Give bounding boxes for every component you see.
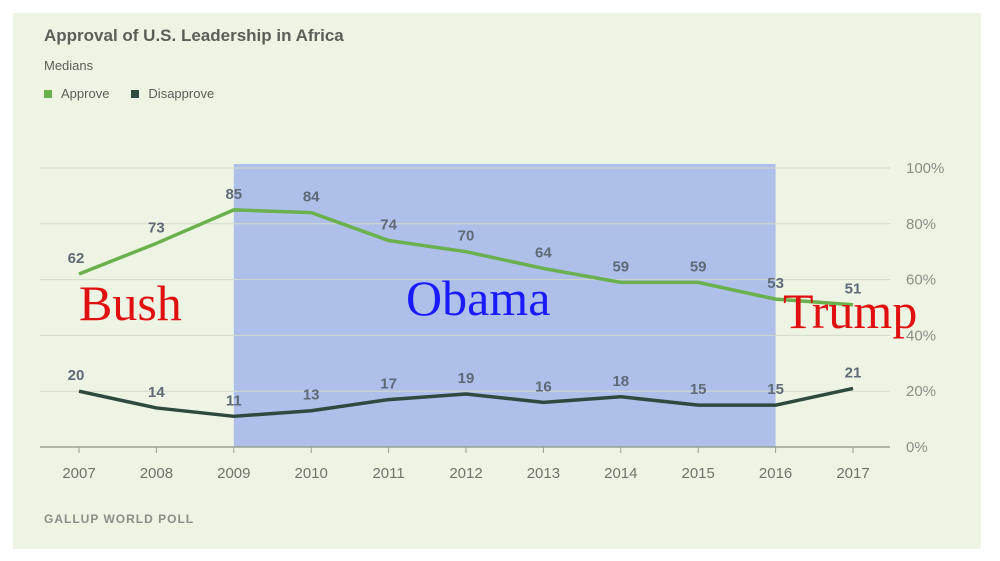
- annotation-trump: Trump: [783, 283, 917, 339]
- source-label: GALLUP WORLD POLL: [44, 512, 195, 526]
- legend: Approve Disapprove: [44, 86, 214, 101]
- x-tick-label: 2017: [836, 465, 869, 482]
- data-label: 85: [225, 186, 242, 203]
- data-label: 15: [767, 381, 784, 398]
- legend-swatch-approve: [44, 89, 52, 98]
- legend-swatch-disapprove: [131, 89, 140, 98]
- x-tick-label: 2016: [759, 465, 792, 482]
- x-tick-label: 2012: [449, 465, 482, 482]
- x-tick-label: 2010: [295, 465, 328, 482]
- chart-subtitle: Medians: [44, 58, 94, 73]
- x-tick-label: 2014: [604, 465, 637, 482]
- chart-title: Approval of U.S. Leadership in Africa: [44, 26, 344, 45]
- legend-item-approve: Approve: [44, 86, 109, 101]
- data-label: 11: [226, 392, 242, 409]
- data-label: 84: [303, 189, 320, 206]
- legend-item-disapprove: Disapprove: [131, 86, 214, 101]
- annotation-bush: Bush: [79, 275, 182, 331]
- annotation-obama: Obama: [406, 270, 550, 326]
- y-tick-label: 0%: [906, 439, 928, 456]
- data-label: 13: [303, 387, 320, 404]
- data-label: 64: [535, 244, 552, 261]
- data-label: 59: [690, 258, 707, 275]
- data-label: 15: [690, 381, 707, 398]
- x-tick-label: 2008: [140, 465, 173, 482]
- y-tick-label: 20%: [906, 383, 936, 400]
- y-tick-label: 100%: [906, 160, 944, 177]
- data-label: 19: [458, 370, 475, 387]
- data-label: 59: [612, 258, 629, 275]
- y-tick-label: 40%: [906, 327, 936, 344]
- legend-label-disapprove: Disapprove: [148, 86, 215, 101]
- data-label: 74: [380, 217, 397, 234]
- data-label: 53: [767, 275, 784, 292]
- series-line-disapprove: [78, 386, 854, 419]
- legend-label-approve: Approve: [61, 86, 110, 101]
- data-label: 21: [845, 364, 862, 381]
- series-line-approve: [78, 208, 854, 307]
- data-label: 51: [845, 281, 862, 298]
- data-label: 17: [380, 376, 397, 393]
- data-label: 16: [535, 378, 552, 395]
- x-tick-label: 2015: [682, 465, 715, 482]
- x-tick-label: 2007: [62, 465, 95, 482]
- data-label: 62: [68, 250, 85, 267]
- x-tick-label: 2011: [372, 465, 404, 482]
- data-label: 14: [148, 384, 165, 401]
- y-tick-label: 60%: [906, 272, 936, 289]
- data-label: 20: [68, 367, 85, 384]
- data-label: 73: [148, 219, 165, 236]
- x-tick-label: 2013: [527, 465, 560, 482]
- data-label: 70: [458, 228, 475, 245]
- y-tick-label: 80%: [906, 216, 936, 233]
- data-label: 18: [612, 373, 629, 390]
- x-tick-label: 2009: [217, 465, 250, 482]
